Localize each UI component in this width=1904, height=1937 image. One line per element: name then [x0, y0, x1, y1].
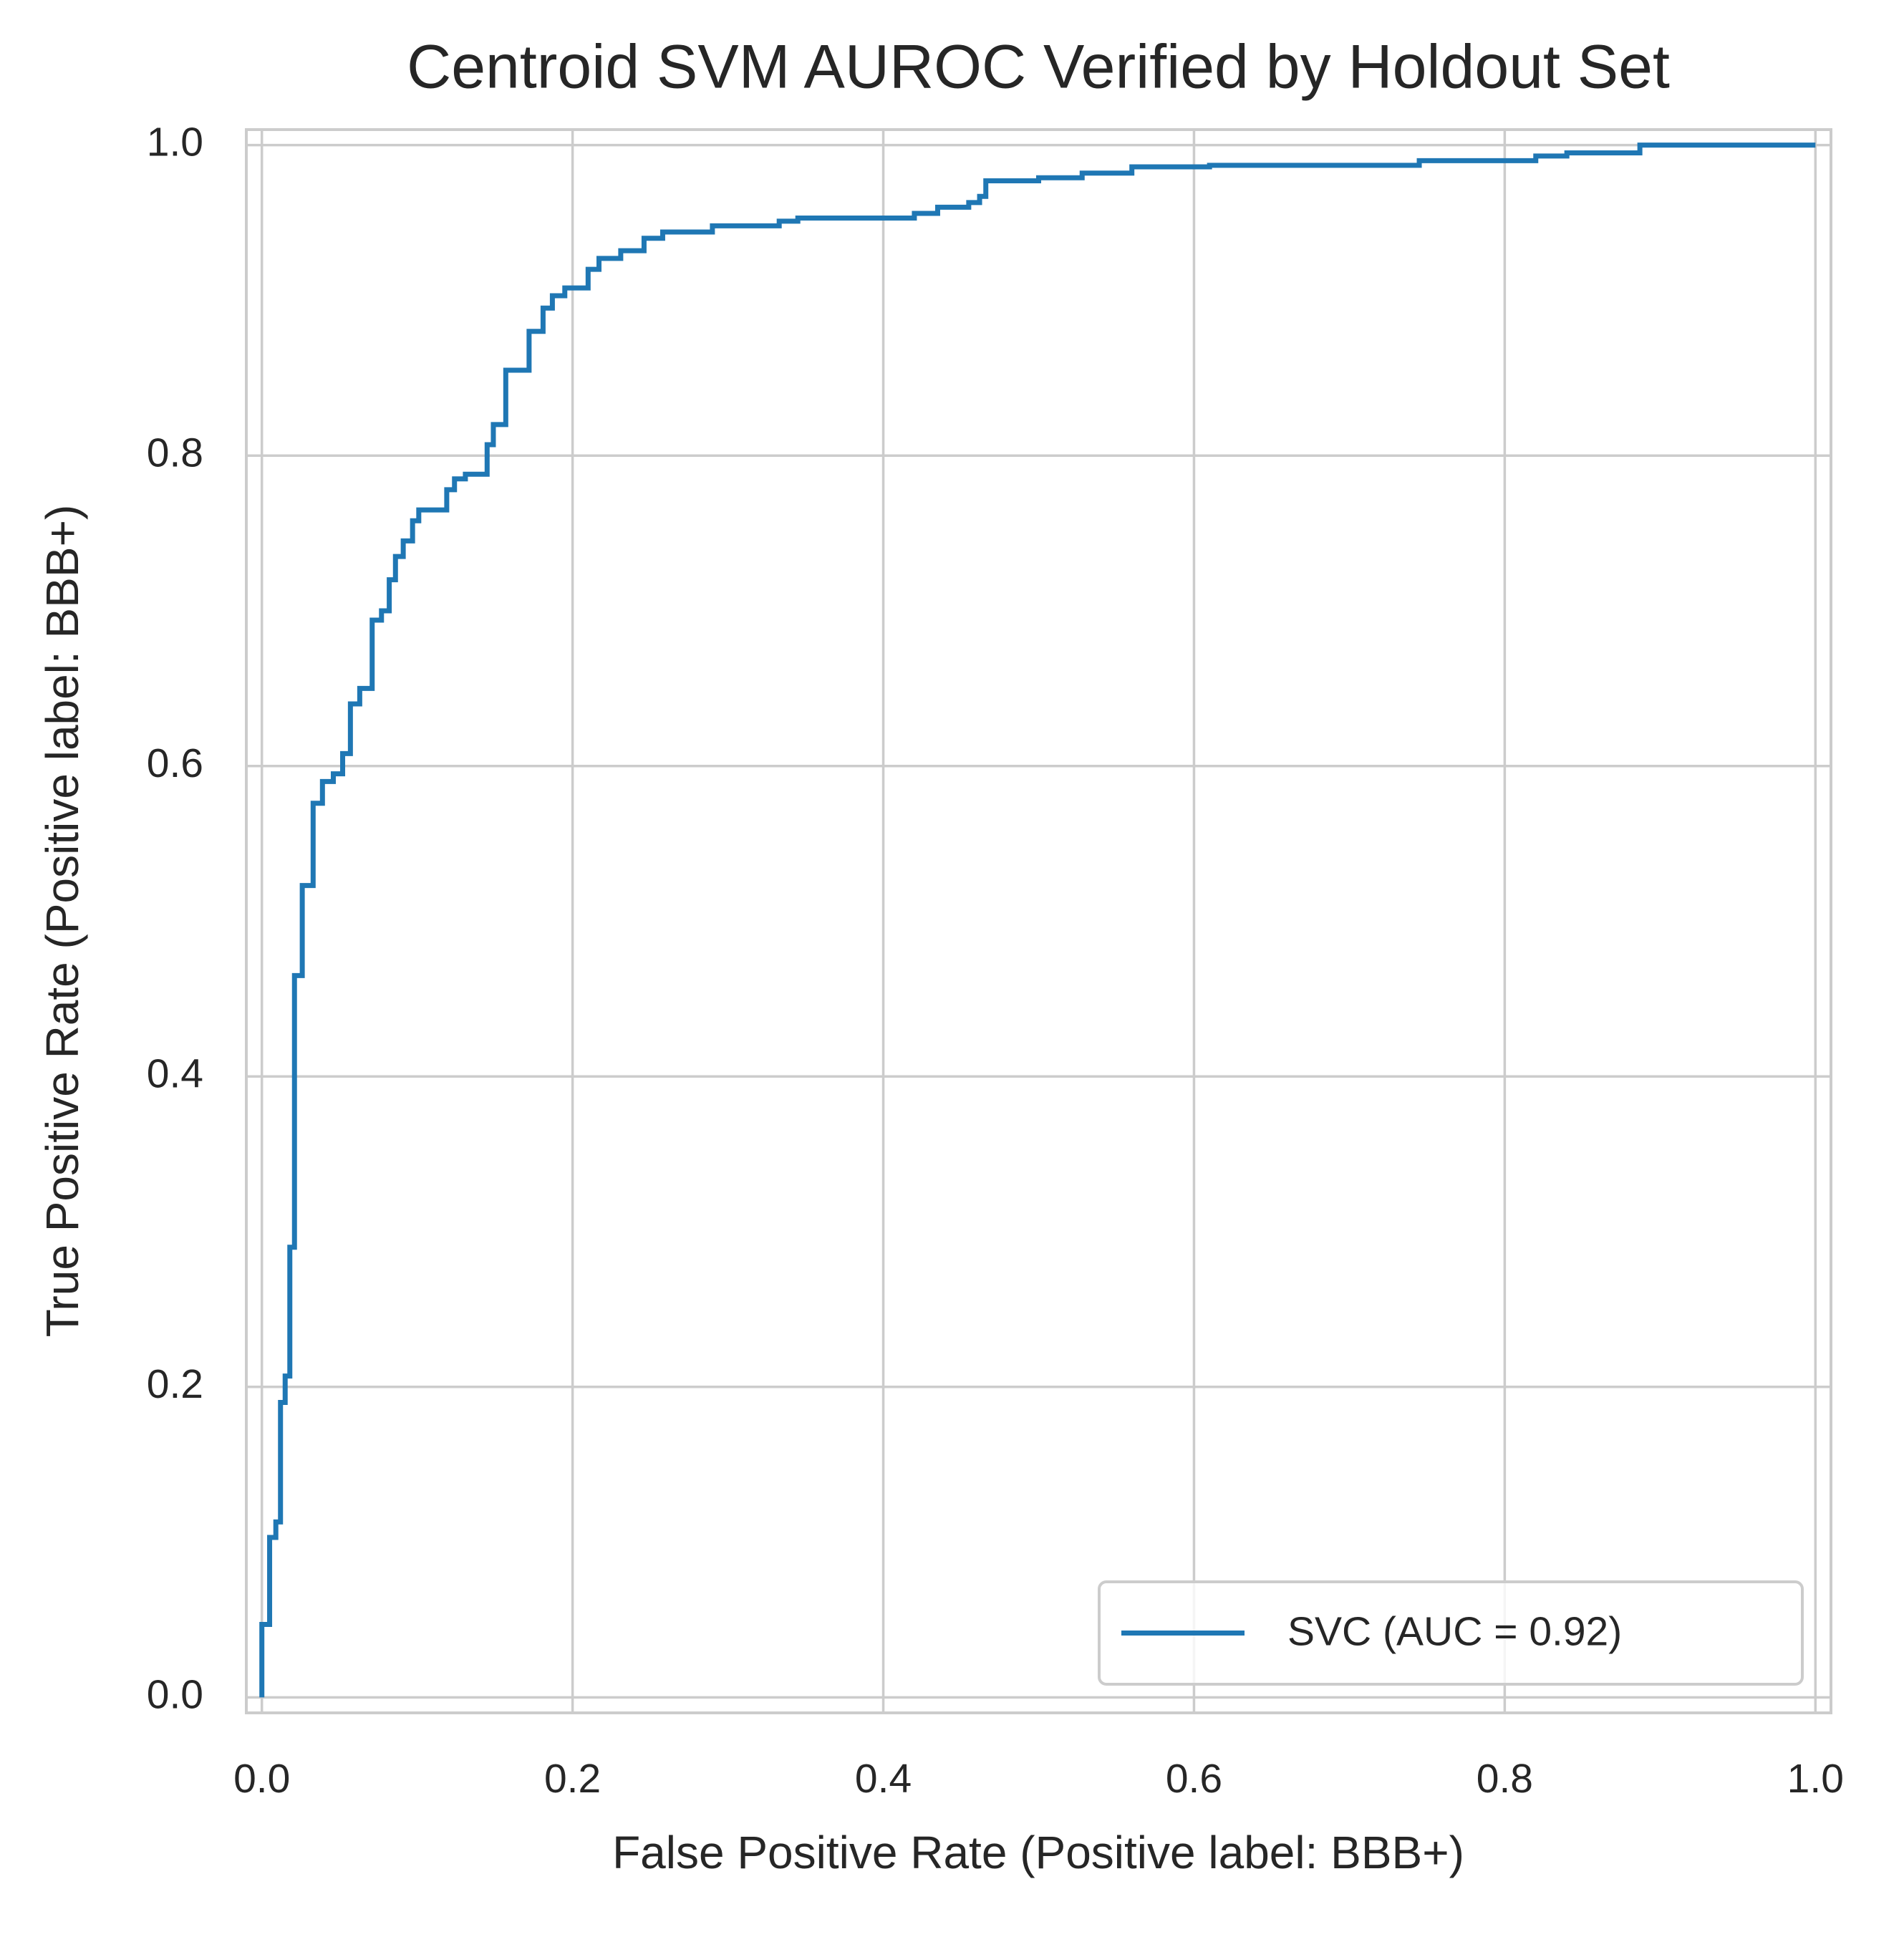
- plot-frame: [245, 128, 1832, 1714]
- y-axis-label: True Positive Rate (Positive label: BBB+…: [37, 505, 88, 1338]
- roc-line: [259, 143, 1816, 1698]
- legend-box: [1098, 1580, 1804, 1686]
- x-tick-label: 1.0: [1787, 1756, 1844, 1802]
- legend-label: SVC (AUC = 0.92): [1287, 1609, 1622, 1655]
- y-tick-label: 1.0: [147, 120, 203, 165]
- x-axis-label: False Positive Rate (Positive label: BBB…: [612, 1827, 1464, 1878]
- y-tick-label: 0.2: [147, 1361, 203, 1407]
- chart-title: Centroid SVM AUROC Verified by Holdout S…: [407, 33, 1670, 102]
- x-tick-label: 0.4: [855, 1756, 912, 1802]
- x-tick-label: 0.2: [544, 1756, 601, 1802]
- x-tick-label: 0.0: [233, 1756, 290, 1802]
- x-tick-label: 0.6: [1166, 1756, 1222, 1802]
- y-tick-label: 0.0: [147, 1671, 203, 1717]
- y-tick-label: 0.4: [147, 1050, 203, 1096]
- y-tick-label: 0.6: [147, 740, 203, 786]
- y-tick-label: 0.8: [147, 430, 203, 475]
- x-tick-label: 0.8: [1477, 1756, 1533, 1802]
